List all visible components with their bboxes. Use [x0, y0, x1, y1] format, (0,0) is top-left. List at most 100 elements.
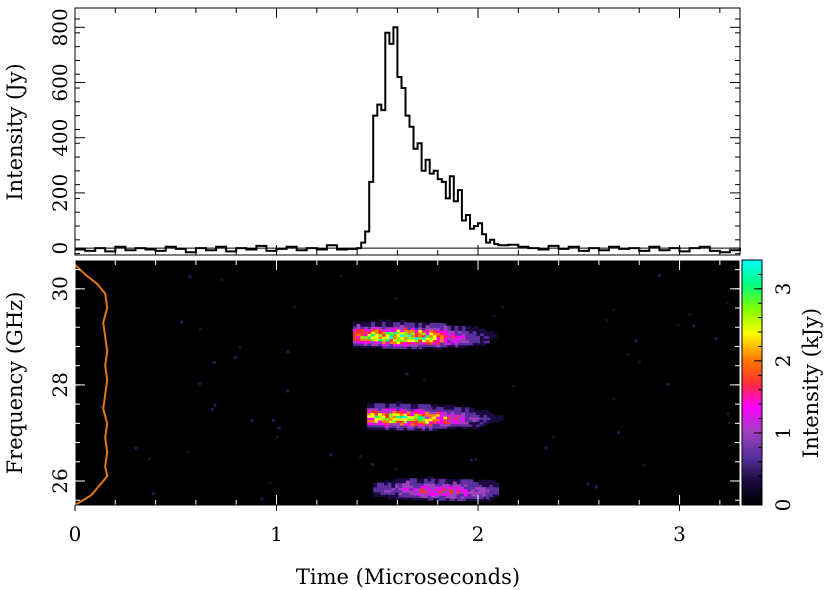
- heatmap-cell: [416, 478, 423, 484]
- noise-speck: [692, 324, 696, 328]
- noise-speck: [180, 320, 183, 324]
- heatmap-cell: [376, 482, 383, 488]
- y-tick-label: 30: [48, 276, 72, 301]
- x-tick-label: 3: [673, 522, 686, 546]
- noise-speck: [405, 372, 409, 376]
- y-tick-label: 200: [48, 174, 72, 212]
- frequency-profile-line: [74, 264, 109, 506]
- heatmap-cell: [431, 478, 438, 484]
- noise-speck: [394, 297, 398, 300]
- heatmap-cell: [427, 476, 434, 482]
- noise-speck: [726, 412, 730, 416]
- noise-speck: [260, 497, 264, 501]
- noise-speck: [212, 361, 216, 365]
- noise-speck: [220, 278, 224, 282]
- noise-speck: [394, 467, 398, 471]
- heatmap-cell: [422, 322, 428, 328]
- heatmap-cell: [392, 403, 399, 409]
- heatmap-cell: [440, 323, 447, 329]
- noise-speck: [552, 435, 555, 439]
- heatmap-cell: [367, 321, 374, 327]
- heatmap-cell: [472, 412, 479, 418]
- noise-speck: [277, 426, 281, 430]
- noise-speck: [186, 450, 190, 454]
- heatmap-cell: [396, 401, 403, 407]
- heatmap-cell: [429, 322, 436, 328]
- heatmap-cell: [486, 412, 493, 418]
- heatmap-cell: [487, 331, 494, 337]
- heatmap-cell: [483, 331, 490, 337]
- heatmap-cell: [450, 404, 457, 410]
- heatmap-cell: [465, 326, 472, 331]
- heatmap-cell: [490, 333, 497, 339]
- heatmap-cell: [353, 321, 360, 327]
- noise-speck: [642, 463, 646, 467]
- heatmap-cell: [454, 325, 461, 331]
- heatmap-cell: [474, 482, 481, 487]
- heatmap-cell: [460, 479, 467, 485]
- heatmap-cell: [445, 479, 452, 484]
- spectrum-background: [75, 260, 740, 505]
- noise-speck: [634, 339, 638, 343]
- heatmap-cell: [385, 319, 392, 325]
- spectrum-y-axis-label: Frequency (GHz): [3, 292, 27, 475]
- heatmap-cell: [490, 415, 497, 421]
- noise-speck: [339, 274, 343, 278]
- heatmap-cell: [395, 478, 401, 483]
- heatmap-cell: [360, 321, 367, 327]
- heatmap-cell: [389, 403, 395, 409]
- noise-speck: [617, 431, 620, 435]
- heatmap-cell: [479, 410, 486, 416]
- heatmap-cell: [424, 478, 430, 484]
- colorbar-label: Intensity (kJy): [799, 308, 823, 458]
- heatmap-cell: [434, 478, 441, 484]
- heatmap-cell: [374, 403, 381, 409]
- noise-speck: [359, 454, 363, 458]
- x-tick-label: 0: [69, 522, 82, 546]
- heatmap-cell: [461, 326, 468, 331]
- noise-speck: [238, 345, 242, 349]
- heatmap-cell: [469, 328, 476, 334]
- colorbar-bar: [741, 259, 763, 506]
- noise-speck: [152, 492, 155, 496]
- heatmap-cell: [485, 479, 492, 485]
- heatmap-cell: [373, 487, 380, 493]
- heatmap-cell: [402, 478, 409, 484]
- heatmap-cell: [436, 323, 443, 329]
- noise-speck: [605, 319, 609, 323]
- noise-speck: [188, 275, 192, 279]
- heatmap-cell: [443, 404, 450, 410]
- noise-speck: [612, 397, 616, 401]
- heatmap-cell: [409, 478, 416, 484]
- heatmap-cell: [476, 328, 483, 334]
- heatmap-cell: [443, 325, 450, 331]
- heatmap-cell: [456, 479, 463, 485]
- x-tick-label: 1: [270, 522, 283, 546]
- noise-speck: [727, 421, 731, 425]
- heatmap-cell: [483, 410, 490, 416]
- heatmap-cell: [384, 480, 391, 486]
- heatmap-cell: [492, 482, 499, 488]
- heatmap-cell: [476, 410, 482, 415]
- heatmap-cell: [393, 322, 399, 328]
- heatmap-cell: [436, 406, 443, 412]
- heatmap-cell: [385, 403, 392, 409]
- noise-speck: [626, 353, 630, 356]
- noise-speck: [492, 314, 496, 318]
- heatmap-cell: [398, 478, 405, 484]
- y-tick-label: 800: [48, 8, 72, 46]
- lightcurve-y-axis-label: Intensity (Jy): [3, 63, 27, 200]
- heatmap-cell: [396, 322, 403, 328]
- heatmap-cell: [356, 324, 363, 329]
- heatmap-cell: [454, 407, 461, 413]
- heatmap-cell: [468, 407, 475, 413]
- y-tick-label: 400: [48, 119, 72, 157]
- heatmap-cell: [458, 325, 465, 331]
- noise-speck: [512, 384, 515, 388]
- x-tick-label: 2: [472, 522, 485, 546]
- heatmap-cell: [480, 340, 486, 346]
- lightcurve-frame: [74, 7, 741, 256]
- heatmap-cell: [494, 417, 501, 423]
- noise-speck: [474, 458, 477, 462]
